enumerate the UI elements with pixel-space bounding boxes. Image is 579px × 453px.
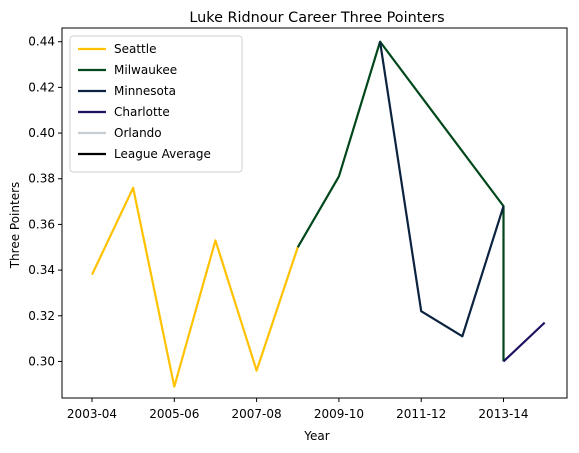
legend-label: League Average — [114, 147, 211, 161]
y-tick-label: 0.32 — [28, 309, 55, 323]
x-tick-label: 2003-04 — [67, 407, 117, 421]
x-tick-label: 2013-14 — [478, 407, 528, 421]
legend-label: Seattle — [114, 42, 156, 56]
legend-label: Orlando — [114, 126, 162, 140]
plot-frame — [61, 27, 568, 399]
y-axis-label: Three Pointers — [8, 182, 22, 270]
y-axis-ticks: 0.30 0.32 0.34 0.36 0.38 0.40 0.42 0.44 — [28, 35, 62, 368]
chart-title: Luke Ridnour Career Three Pointers — [189, 10, 444, 26]
series-line-minnesota — [378, 41, 505, 338]
x-tick-label: 2007-08 — [232, 407, 282, 421]
x-axis-ticks: 2003-04 2005-06 2007-08 2009-10 2011-12 2013-… — [67, 398, 529, 421]
y-tick-label: 0.38 — [28, 172, 55, 186]
y-tick-label: 0.34 — [28, 263, 55, 277]
x-tick-label: 2005-06 — [149, 407, 199, 421]
y-tick-label: 0.30 — [28, 354, 55, 368]
y-tick-label: 0.42 — [28, 80, 55, 94]
legend-label: Minnesota — [114, 84, 176, 98]
x-tick-label: 2011-12 — [396, 407, 446, 421]
y-tick-label: 0.44 — [28, 35, 55, 49]
legend-label: Milwaukee — [114, 63, 177, 77]
x-axis-label: Year — [303, 429, 329, 443]
legend-label: Charlotte — [114, 105, 170, 119]
x-tick-label: 2009-10 — [314, 407, 364, 421]
series-line-charlotte — [502, 321, 546, 363]
y-tick-label: 0.36 — [28, 217, 55, 231]
legend: Seattle Milwaukee Minnesota Charlotte Orland… — [69, 35, 243, 173]
series-layer — [91, 40, 546, 388]
legend-frame — [69, 35, 243, 173]
series-line-seattle — [91, 186, 299, 388]
y-tick-label: 0.40 — [28, 126, 55, 140]
series-line-milwaukee — [296, 40, 505, 362]
